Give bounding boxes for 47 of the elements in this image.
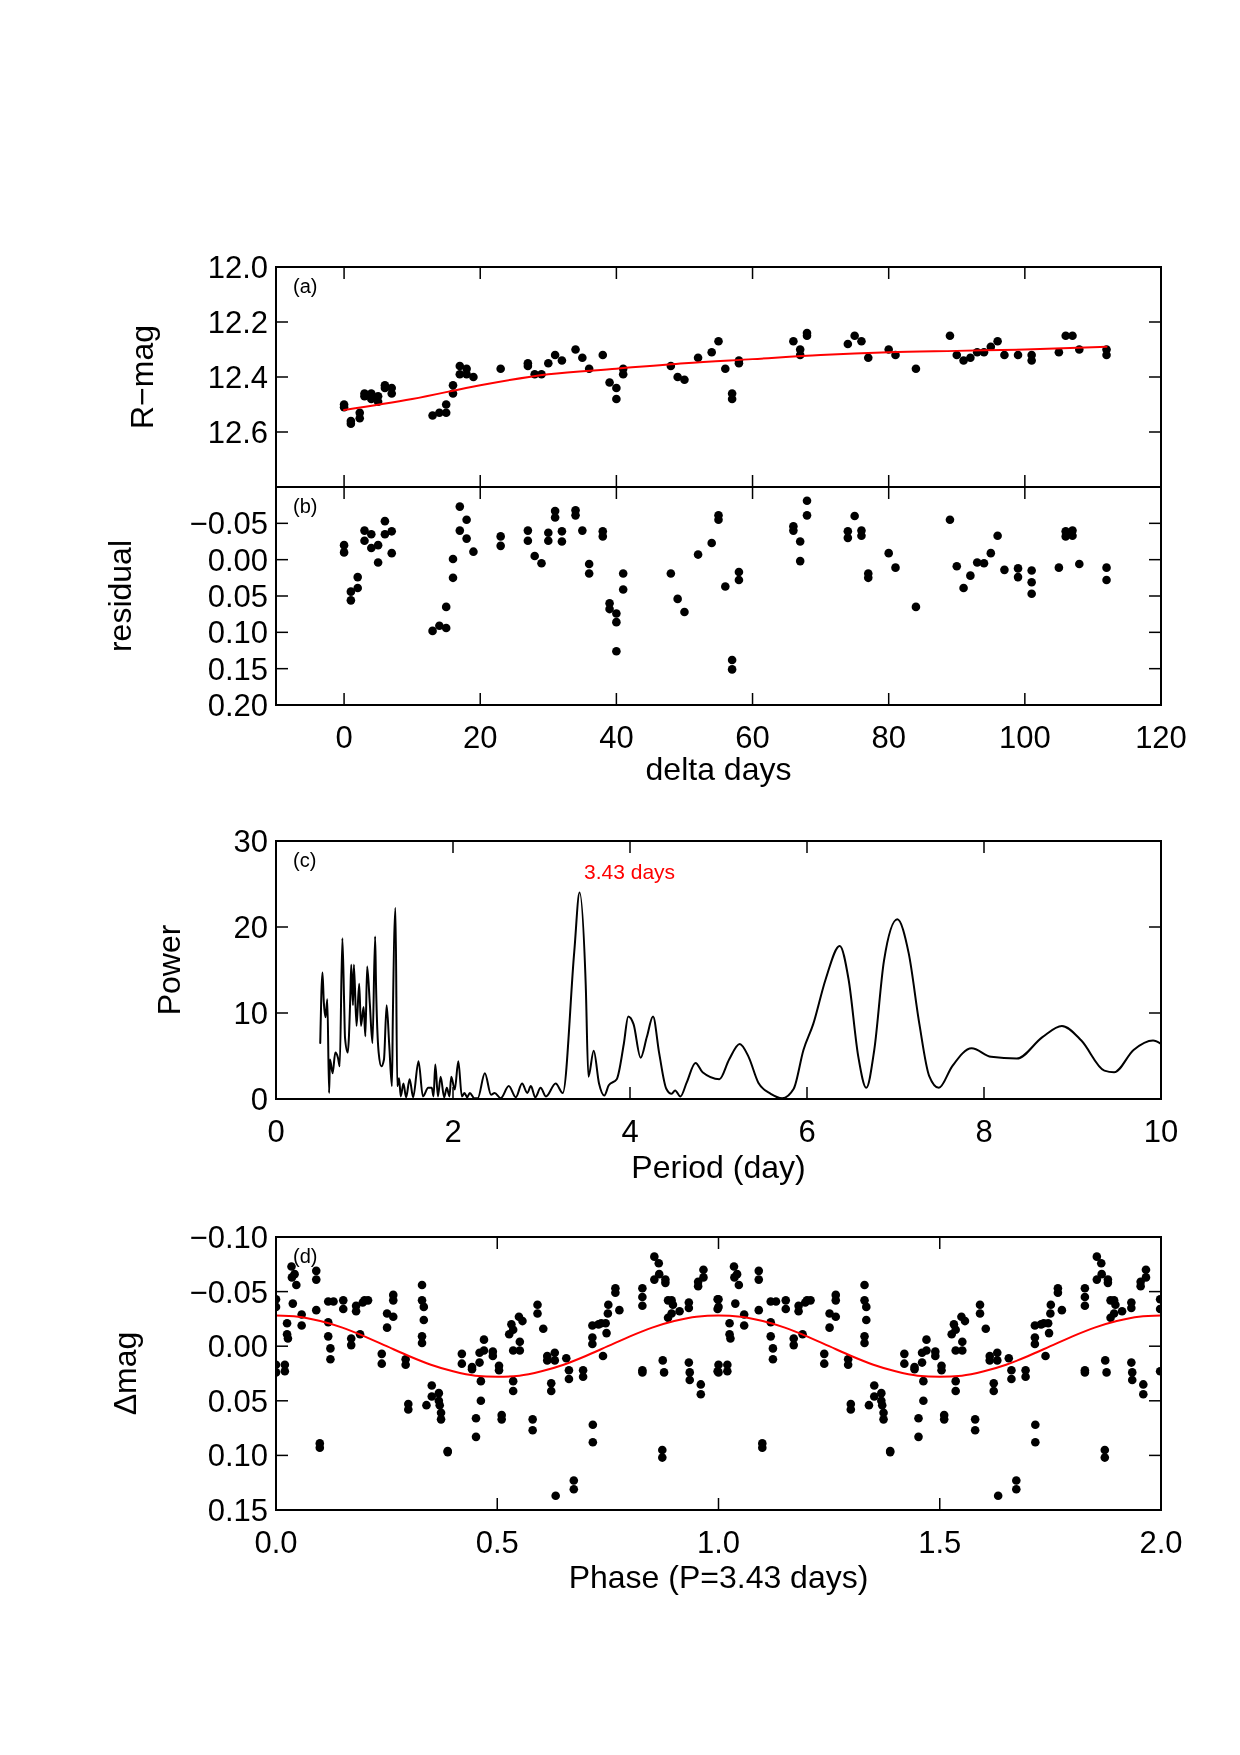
x-tick-label: 2.0	[1139, 1525, 1183, 1560]
x-tick-label: 0	[335, 720, 353, 755]
y-tick-label: 0.05	[207, 1383, 268, 1419]
y-tick-label: −0.05	[189, 1274, 268, 1310]
x-axis-title: Phase (P=3.43 days)	[568, 1559, 869, 1595]
x-tick-label: 40	[599, 720, 634, 755]
annotation: (c)	[293, 849, 317, 871]
x-tick-label: 4	[621, 1114, 639, 1149]
y-axis-title: R−mag	[124, 324, 160, 430]
y-tick-label: −0.05	[189, 506, 268, 542]
annotation: 3.43 days	[584, 859, 676, 883]
x-axis-title: Period (day)	[631, 1149, 806, 1185]
y-tick-label: −0.10	[189, 1220, 268, 1255]
y-tick-label: 10	[233, 996, 268, 1031]
y-tick-label: 12.2	[207, 305, 268, 340]
annotation: (a)	[293, 275, 318, 297]
x-tick-label: 6	[798, 1114, 816, 1149]
y-tick-label: 12.4	[207, 360, 268, 395]
y-tick-label: 12.6	[207, 415, 268, 450]
y-tick-label: 0.05	[207, 579, 268, 614]
y-tick-label: 0.10	[207, 615, 268, 651]
y-tick-label: 30	[233, 824, 268, 859]
y-tick-label: 0.15	[207, 651, 268, 687]
x-tick-label: 20	[462, 720, 498, 755]
x-tick-label: 120	[1135, 720, 1187, 755]
y-tick-label: 0	[250, 1082, 268, 1117]
annotation: (d)	[293, 1245, 318, 1267]
y-axis-title: Power	[151, 924, 187, 1016]
y-tick-label: 0.15	[207, 1493, 268, 1528]
x-tick-label: 80	[871, 720, 906, 755]
y-tick-label: 0.20	[207, 688, 268, 723]
y-tick-label: 20	[233, 910, 268, 945]
x-tick-label: 0.5	[475, 1525, 519, 1560]
x-tick-label: 8	[975, 1114, 993, 1149]
x-tick-label: 1.5	[918, 1525, 962, 1560]
y-tick-label: 0.00	[207, 542, 268, 578]
x-tick-label: 10	[1143, 1114, 1179, 1149]
y-tick-label: 12.0	[207, 250, 268, 285]
x-tick-label: 2	[444, 1114, 462, 1149]
y-tick-label: 0.10	[207, 1438, 268, 1474]
x-tick-label: 1.0	[696, 1525, 741, 1560]
y-tick-label: 0.00	[207, 1329, 268, 1365]
y-axis-title: residual	[102, 539, 138, 653]
annotation: (b)	[293, 495, 318, 517]
x-tick-label: 0.0	[254, 1525, 298, 1560]
x-tick-label: 100	[998, 720, 1051, 755]
y-axis-title: Δmag	[107, 1331, 143, 1416]
